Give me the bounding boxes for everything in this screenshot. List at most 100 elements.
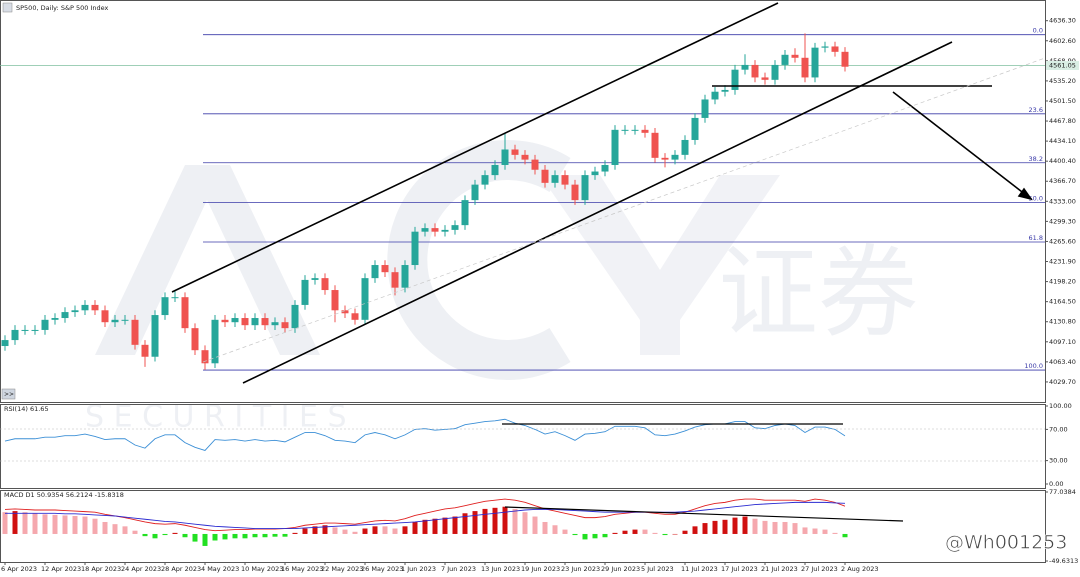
candle-body [191,328,199,351]
x-tick-label: 24 Apr 2023 [121,565,161,573]
candle-body [581,175,589,201]
dashed-trend [202,57,1046,363]
histogram-bar [242,533,248,539]
x-tick-label: 23 Jun 2023 [561,565,600,573]
x-tick-label: 16 May 2023 [281,565,323,573]
histogram-bar [92,518,98,534]
y-tick-label: 4434.10 [1049,137,1076,145]
candle-body [791,54,799,58]
histogram-bar [822,529,828,534]
candle-body [171,297,179,299]
candle-body [141,344,149,357]
candle-body [331,290,339,311]
candle-body [811,47,819,78]
histogram-bar [382,526,388,534]
histogram-bar [372,526,378,534]
x-tick-label: 6 Apr 2023 [1,565,37,573]
fib-label: 38.2 [1029,155,1043,163]
macd-line [4,498,846,532]
fib-label: 50.0 [1029,194,1043,202]
y-tick-label: 4400.40 [1049,157,1076,165]
candle-body [151,315,159,357]
candle-body [251,318,259,326]
candle-body [681,139,689,155]
candle-body [41,319,49,330]
y-tick-label: 70.00 [1049,425,1068,433]
histogram-bar [622,530,628,534]
candle-body [551,175,559,183]
y-tick-label: 4198.20 [1049,278,1076,286]
histogram-bar [532,516,538,534]
candle-body [711,91,719,100]
x-tick-label: 11 Jul 2023 [681,565,718,573]
histogram-bar [22,512,28,534]
x-tick-label: 4 May 2023 [201,565,239,573]
histogram-bar [412,521,418,534]
candle-body [221,319,229,323]
rsi-title: RSI(14) 61.65 [4,405,49,413]
y-tick-label: 4265.60 [1049,237,1076,245]
candle-body [631,129,639,131]
candle-body [31,329,39,331]
candle-body [571,184,579,201]
last-price-label: 4561.05 [1049,62,1076,70]
candle-body [801,57,809,78]
candle-body [161,297,169,316]
candle-body [671,154,679,160]
plot-layer: 4636.30 4602.60 4568.90 4535.20 4501.50 4467.… [0,17,1079,573]
histogram-bar [812,528,818,534]
histogram-bar [512,508,518,534]
candle-body [311,278,319,280]
candle-body [61,312,69,319]
histogram-bar [482,508,488,534]
histogram-bar [752,518,758,534]
y-tick-label: 4501.50 [1049,97,1076,105]
candle-body [741,64,749,70]
histogram-bar [302,528,308,534]
candle-body [501,149,509,165]
histogram-bar [12,511,18,534]
y-tick-label: 100.00 [1049,402,1072,410]
histogram-bar [102,521,108,534]
histogram-bar [342,529,348,534]
rsi-line [4,418,846,451]
histogram-bar [262,533,268,538]
candle-body [211,319,219,364]
candle-body [721,89,729,92]
candle-body [591,171,599,176]
histogram-bar [612,532,618,534]
histogram-bar [42,514,48,534]
histogram-bar [402,526,408,534]
histogram-bar [72,515,78,534]
candle-body [291,304,299,329]
candle-body [81,304,89,311]
histogram-bar [692,526,698,534]
histogram-bar [112,524,118,534]
histogram-bar [122,526,128,534]
histogram-bar [32,513,38,534]
y-tick-label: 4602.60 [1049,37,1076,45]
candle-body [521,154,529,160]
histogram-bar [52,514,58,534]
candle-body [321,278,329,291]
fib-label: 23.6 [1029,106,1043,114]
candle-body [641,129,649,133]
scroll-button[interactable] [1,388,16,400]
y-tick-label: 4467.80 [1049,117,1076,125]
candle-body [431,228,439,232]
histogram-bar [662,533,668,536]
histogram-bar [792,523,798,534]
histogram-bar [522,512,528,534]
candle-body [51,318,59,320]
x-tick-label: 7 Jun 2023 [441,565,476,573]
x-tick-label: 12 Apr 2023 [41,565,81,573]
author-watermark: @Wh001253 [945,532,1067,554]
y-tick-label: 4231.90 [1049,258,1076,266]
candle-body [21,329,29,331]
histogram-bar [172,532,178,534]
window-icon [2,2,13,13]
histogram-bar [782,521,788,534]
candle-body [531,159,539,170]
scroll-button-label[interactable]: >> [4,391,14,398]
